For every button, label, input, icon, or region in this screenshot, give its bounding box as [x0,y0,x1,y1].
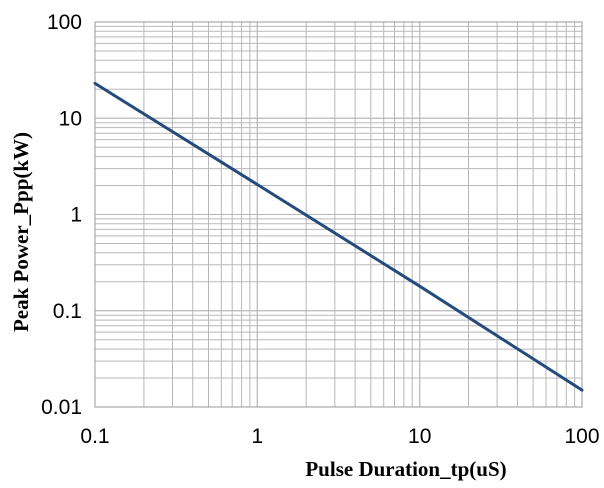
y-tick-label: 0.01 [41,396,82,419]
series-line [93,81,584,392]
x-tick-label: 100 [564,425,599,448]
x-tick-label: 1 [251,425,263,448]
x-axis-title: Pulse Duration_tp(uS) [305,457,506,481]
y-axis-title: Peak Power_Ppp(kW) [9,132,33,332]
y-tick-label: 100 [47,11,82,34]
y-tick-label: 10 [59,107,82,130]
x-tick-label: 0.1 [80,425,109,448]
x-tick-label: 10 [408,425,431,448]
plot-frame [94,21,583,408]
tick-labels: 0.1 1 10 100 0.01 0.1 1 10 100 [41,11,599,448]
y-tick-label: 0.1 [53,300,82,323]
series-layer [93,81,584,392]
y-tick-label: 1 [70,204,82,227]
